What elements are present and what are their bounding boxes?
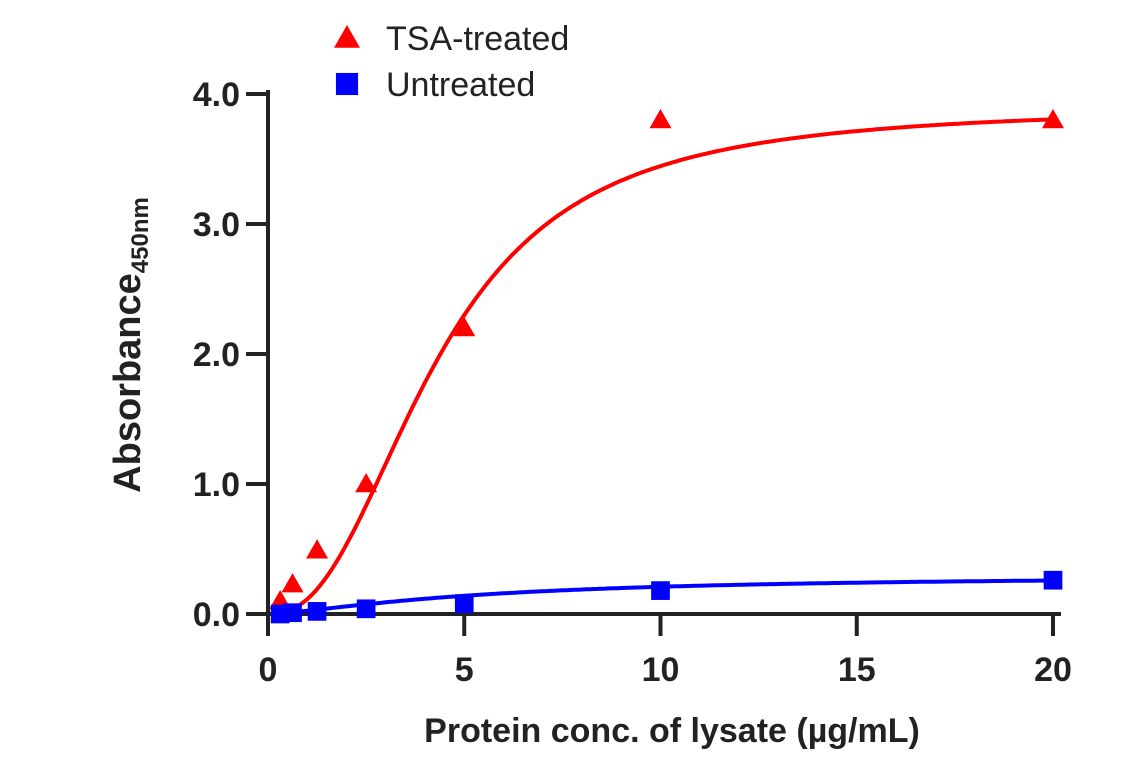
y-axis-label: Absorbance450nm (107, 197, 154, 493)
legend-label: TSA-treated (386, 20, 569, 58)
data-point-triangle (306, 539, 329, 559)
x-tick-label: 0 (259, 651, 278, 689)
data-point-square (1043, 570, 1063, 590)
legend-label: Untreated (386, 66, 535, 104)
y-tick-label: 2.0 (193, 336, 240, 374)
y-tick-label: 0.0 (193, 596, 240, 634)
y-tick-label: 4.0 (193, 76, 240, 114)
data-point-triangle (1042, 109, 1064, 129)
data-point-square (283, 603, 302, 623)
legend-marker-triangle (334, 25, 360, 48)
data-point-triangle (281, 573, 304, 593)
data-point-square (651, 581, 670, 600)
data-point-triangle (355, 473, 378, 493)
x-axis-label: Protein conc. of lysate (µg/mL) (424, 712, 920, 750)
x-tick-label: 5 (455, 651, 474, 689)
data-point-square (356, 599, 376, 619)
x-tick-label: 10 (642, 651, 680, 689)
data-point-square (454, 594, 474, 613)
data-point-square (307, 602, 327, 621)
x-tick-label: 20 (1034, 651, 1072, 689)
y-tick-label: 3.0 (193, 206, 240, 244)
data-point-triangle (649, 109, 672, 129)
y-tick-label: 1.0 (193, 466, 240, 504)
fit-curve-tsa-treated (279, 117, 1054, 616)
data-point-triangle (453, 317, 476, 337)
legend-marker-square (335, 72, 359, 96)
x-tick-label: 15 (838, 651, 876, 689)
